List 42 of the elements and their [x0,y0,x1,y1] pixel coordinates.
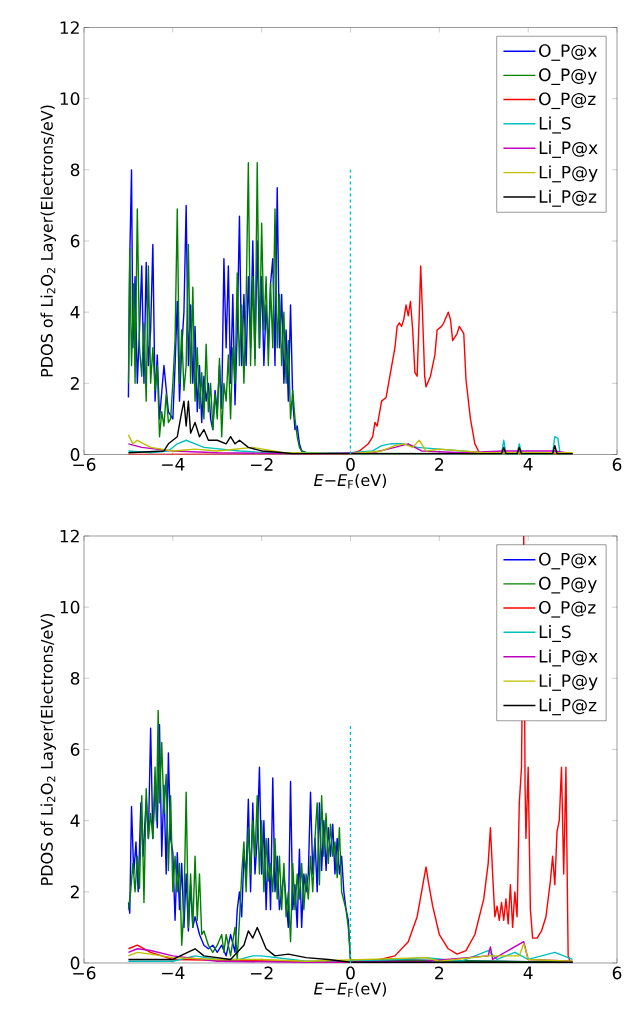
x-tick-label: 0 [346,458,355,471]
y-tick-label: 8 [70,671,80,685]
x-tick-label: 6 [612,458,622,471]
y-axis-title: PDOS of Li$_{2}$O$_{2}$ Layer(Electrons/eV) [40,613,56,885]
legend-label: Li_S [539,116,571,134]
x-axis-title: E−E$_{F}$(eV) [314,982,387,997]
y-tick-label: 10 [60,92,80,106]
x-tick-label: −2 [250,458,273,471]
x-tick-label: 6 [612,966,622,980]
x-tick-label: 0 [346,966,355,980]
y-tick-label: 4 [70,814,80,827]
legend-label: O_P@x [539,44,597,61]
y-axis-title: PDOS of Li$_{2}$O$_{2}$ Layer(Electrons/eV) [40,105,56,377]
y-tick-label: 2 [70,377,79,390]
x-tick-label: 2 [435,966,444,980]
legend-label: Li_P@x [539,141,598,158]
legend-label: Li_P@x [539,649,598,667]
x-axis-title: E−E$_{F}$(eV) [314,473,387,489]
legend-label: Li_P@y [539,673,598,691]
y-tick-label: 2 [70,885,79,899]
legend-label: O_P@z [539,92,596,110]
y-tick-label: 6 [70,743,80,756]
y-tick-label: 12 [60,21,79,34]
x-tick-label: 2 [435,458,444,471]
y-tick-label: 6 [70,234,80,248]
x-tick-label: −4 [162,458,185,471]
legend-label: O_P@y [539,68,597,85]
y-tick-label: 4 [70,305,80,319]
legend-label: O_P@y [539,576,597,594]
legend-label: Li_P@y [539,165,598,183]
legend-label: Li_P@z [539,189,597,207]
y-tick-label: 12 [60,529,79,543]
y-tick-label: 10 [60,600,80,614]
legend-label: O_P@x [539,552,597,570]
x-tick-label: 4 [523,966,533,979]
y-tick-label: 8 [70,163,80,177]
legend-label: Li_S [539,625,571,643]
x-tick-label: −4 [162,966,185,979]
legend-label: O_P@z [539,600,596,618]
legend-label: Li_P@z [539,698,597,716]
x-tick-label: 4 [523,458,533,471]
x-tick-label: −2 [250,966,273,980]
